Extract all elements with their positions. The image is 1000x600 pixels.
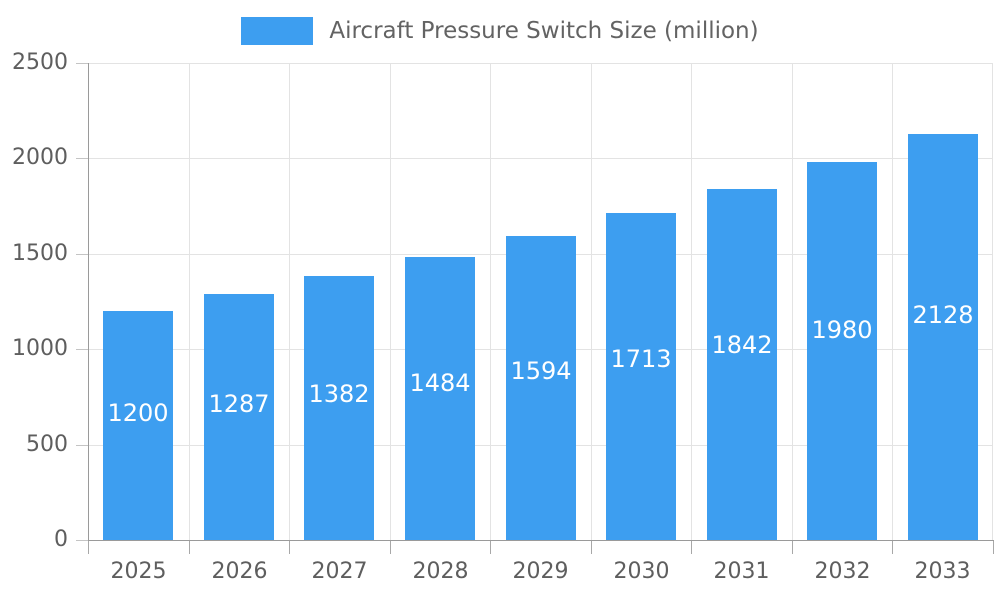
bar-value-label: 1594 [510,357,572,386]
x-axis-tick-label: 2027 [311,559,368,584]
bar-value-label: 1980 [811,316,873,345]
gridline-vertical [792,63,793,540]
bar[interactable] [807,162,877,540]
gridline-vertical [892,63,893,540]
bar[interactable] [707,188,777,540]
legend-color-swatch [241,17,314,45]
gridline-vertical [390,63,391,540]
x-tick-mark [591,541,592,554]
bar[interactable] [103,311,173,540]
gridline-horizontal [88,158,993,160]
y-tick-mark [76,444,88,446]
gridline-vertical [591,63,592,540]
x-tick-mark [88,541,89,554]
bar[interactable] [304,276,374,540]
bar-value-label: 1484 [409,368,471,397]
bar[interactable] [405,256,475,540]
bar[interactable] [506,235,576,540]
x-axis-tick-label: 2025 [110,559,167,584]
bar-value-label: 1200 [107,398,169,427]
bar-value-label: 2128 [912,300,974,329]
x-axis-tick-label: 2032 [814,559,871,584]
bar-value-label: 1287 [208,389,270,418]
y-axis-tick-label: 0 [54,527,68,552]
gridline-vertical [189,63,190,540]
x-tick-mark [892,541,893,554]
y-tick-mark [76,540,88,541]
chart-legend: Aircraft Pressure Switch Size (million) [0,14,1000,48]
bar[interactable] [908,133,978,540]
y-axis-tick-label: 1000 [12,336,68,362]
x-tick-mark [390,541,391,554]
y-axis-tick-label: 500 [26,431,68,457]
bar[interactable] [606,213,676,540]
x-tick-mark [189,541,190,554]
x-tick-mark [993,541,994,554]
y-axis-tick-label: 2500 [12,50,68,75]
x-tick-mark [792,541,793,554]
y-axis-line [88,63,89,540]
x-axis-tick-label: 2026 [211,559,268,584]
bar-value-label: 1713 [610,344,672,373]
gridline-vertical [691,63,692,540]
y-axis-tick-label: 1500 [12,240,68,266]
x-axis-tick-label: 2028 [412,559,469,584]
gridline-vertical [490,63,491,540]
gridline-horizontal [88,63,993,64]
bar[interactable] [204,294,274,540]
plot-area: 1200 1287 1382 1484 1594 1713 1842 1980 2128 [88,63,993,541]
x-axis-tick-label: 2030 [613,559,670,584]
x-tick-mark [289,541,290,554]
bar-value-label: 1382 [308,379,370,408]
y-tick-mark [76,63,88,64]
gridline-vertical [289,63,290,540]
x-tick-mark [490,541,491,554]
y-tick-mark [76,253,88,255]
bar-value-label: 1842 [711,330,773,359]
legend-label: Aircraft Pressure Switch Size (million) [329,17,759,44]
y-tick-mark [76,158,88,160]
x-axis-tick-label: 2033 [914,559,971,584]
y-axis-tick-label: 2000 [12,145,68,171]
x-tick-mark [691,541,692,554]
y-tick-mark [76,349,88,351]
x-axis-tick-label: 2029 [512,559,569,584]
x-axis-tick-label: 2031 [713,559,770,584]
x-axis-line [88,540,994,541]
